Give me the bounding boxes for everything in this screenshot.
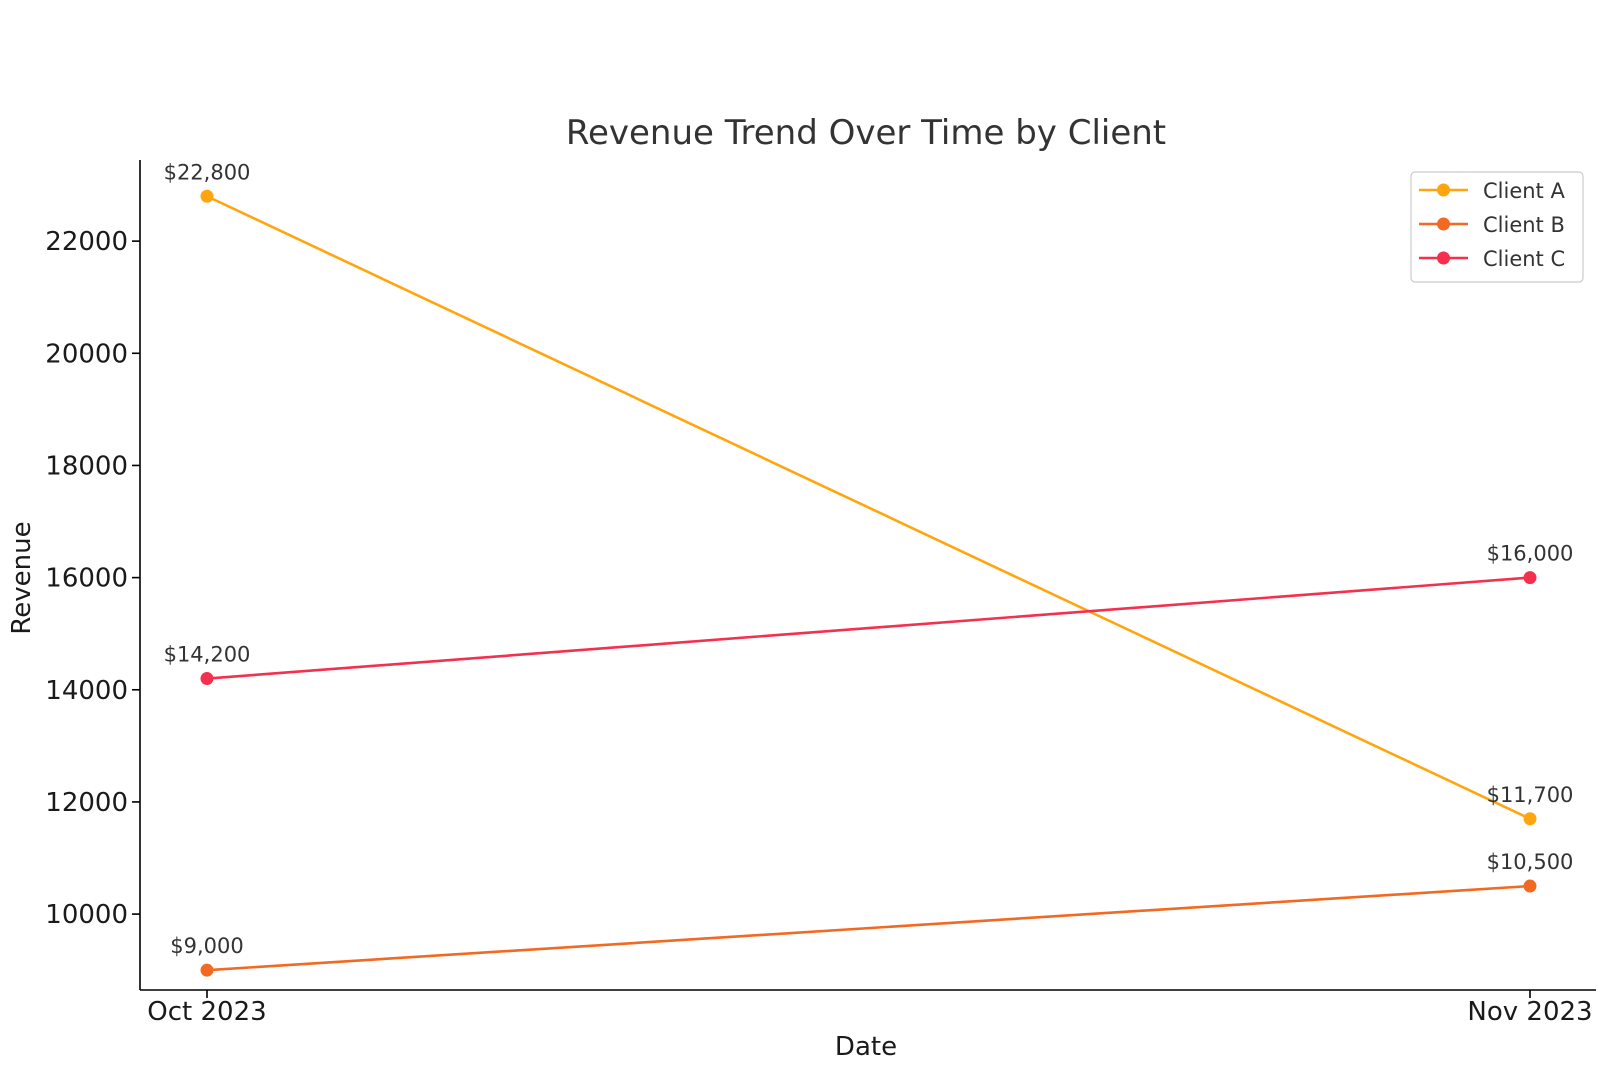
y-tick-label: 22000 [45,227,128,257]
x-axis-ticks: Oct 2023 Nov 2023 [147,990,1593,1027]
y-tick-label: 18000 [45,451,128,481]
y-tick-label: 14000 [45,676,128,706]
legend-marker [1437,251,1450,265]
legend-marker [1437,217,1450,231]
data-label: $22,800 [164,160,251,184]
data-point [1523,571,1537,585]
legend-label: Client A [1483,179,1565,203]
y-axis-ticks: 10000 12000 14000 16000 18000 20000 22000 [45,227,140,930]
legend-label: Client B [1483,213,1565,237]
legend: Client A Client B Client C [1410,171,1584,283]
y-tick-label: 16000 [45,564,128,594]
chart-title: Revenue Trend Over Time by Client [566,113,1166,153]
x-axis-label: Date [835,1032,897,1062]
data-label: $16,000 [1487,542,1574,566]
y-axis-label: Revenue [7,521,37,634]
y-tick-label: 12000 [45,788,128,818]
data-point [200,963,214,977]
x-tick-label: Nov 2023 [1467,997,1592,1027]
data-label: $9,000 [170,934,243,958]
data-label: $10,500 [1487,850,1574,874]
series-line-2 [205,884,1532,972]
data-point [1523,879,1537,893]
data-label: $14,200 [164,643,251,667]
legend-label: Client C [1483,247,1565,271]
legend-marker [1437,183,1450,197]
data-label: $11,700 [1487,783,1574,807]
data-point [1523,812,1537,826]
series-line-3 [205,576,1532,680]
x-tick-label: Oct 2023 [147,997,266,1027]
plot-area: $22,800 $11,700 $9,000 $10,500 $14,200 $16,00… [164,160,1574,977]
data-point [200,672,214,686]
y-tick-label: 10000 [45,900,128,930]
legend-box [1410,171,1584,283]
series-line-1 [205,194,1532,821]
y-tick-label: 20000 [45,339,128,369]
data-point [200,189,214,203]
